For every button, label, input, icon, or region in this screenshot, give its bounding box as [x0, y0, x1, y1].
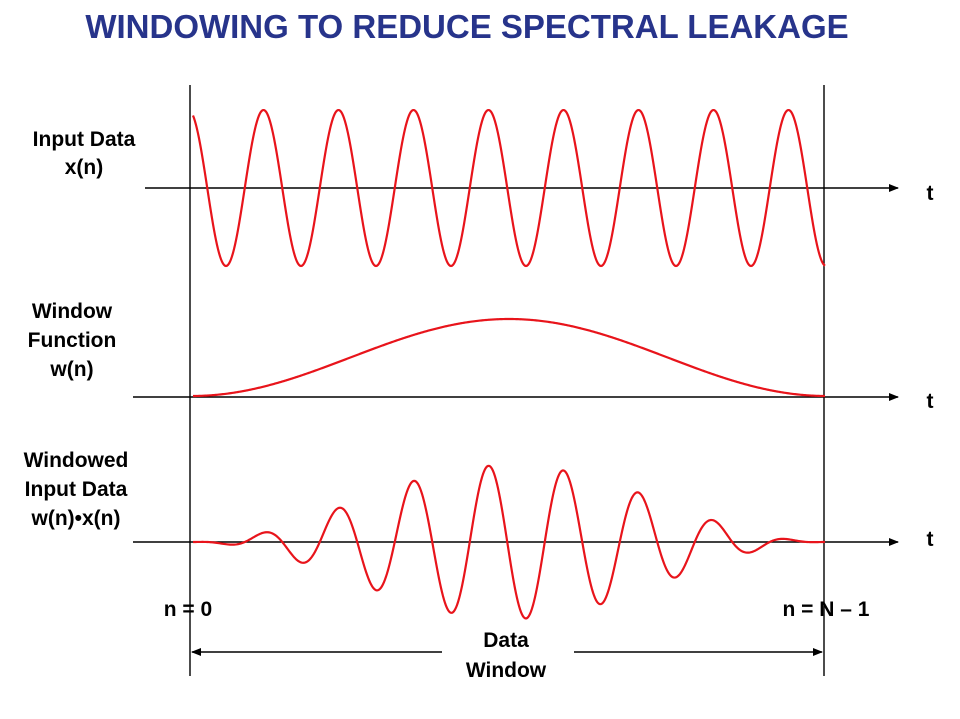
- panel-window-label-2: Function: [28, 329, 117, 352]
- marker-end-label: n = N – 1: [783, 598, 870, 621]
- input-axis-label: t: [927, 182, 934, 205]
- panel-windowed-input: Windowed Input Data w(n)•x(n) t: [24, 449, 934, 620]
- panel-window-function: Window Function w(n) t: [28, 300, 934, 413]
- panel-input-data: Input Data x(n) t: [33, 108, 934, 268]
- data-window-label-1: Data: [483, 629, 529, 652]
- panel-windowed-label-1: Windowed: [24, 449, 129, 472]
- panel-input-label-2: x(n): [65, 156, 104, 179]
- window-function-curve: [192, 317, 826, 398]
- data-window-label-2: Window: [466, 659, 547, 682]
- windowed-signal-curve: [192, 464, 826, 620]
- panel-input-label-1: Input Data: [33, 128, 136, 151]
- page-title: WINDOWING TO REDUCE SPECTRAL LEAKAGE: [85, 8, 848, 45]
- panel-window-label-3: w(n): [49, 358, 93, 381]
- panel-windowed-label-2: Input Data: [25, 478, 128, 501]
- input-sinusoid-curve: [191, 108, 826, 268]
- panel-windowed-label-3: w(n)•x(n): [31, 507, 121, 530]
- panel-window-label-1: Window: [32, 300, 113, 323]
- marker-start-label: n = 0: [164, 598, 212, 621]
- window-axis-label: t: [927, 390, 934, 413]
- data-window-span: Data Window: [191, 629, 823, 682]
- windowed-axis-label: t: [927, 528, 934, 551]
